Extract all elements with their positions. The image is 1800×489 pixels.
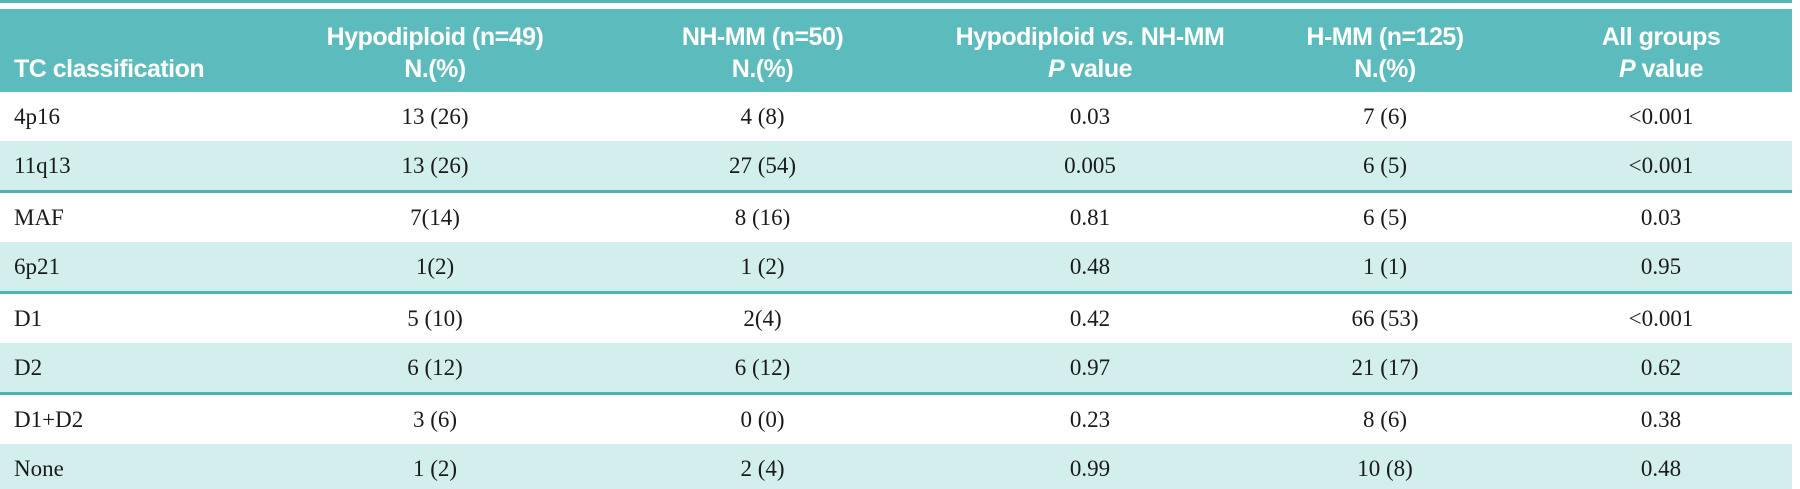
cell-hypodiploid: 13 (26): [401, 103, 469, 129]
tc-classification-table: TC classification Hypodiploid (n=49) N.(…: [0, 9, 1792, 489]
cell-nh-mm: 0 (0): [740, 406, 785, 432]
cell-h-mm: 6 (5): [1240, 141, 1530, 193]
cell-p-value-all: 0.48: [1530, 444, 1792, 489]
table-body: 4p16 13 (26) 4 (8) 0.03 7 (6) <0.001 11q…: [0, 92, 1792, 489]
header-row: TC classification Hypodiploid (n=49) N.(…: [0, 9, 1792, 92]
table-header: TC classification Hypodiploid (n=49) N.(…: [0, 9, 1792, 92]
table-row-6p21: 6p21 1(2) 1 (2) 0.48 1 (1) 0.95: [0, 242, 1792, 294]
header-label-line2: N.(%): [404, 55, 466, 83]
column-header-nh-mm: NH-MM (n=50) N.(%): [585, 9, 940, 92]
cell-hypodiploid: 3 (6): [412, 406, 458, 432]
column-header-hypodiploid-vs-nh-mm: Hypodiploid vs. NH-MM P value: [940, 9, 1240, 92]
cell-nh-mm: 6 (12): [585, 343, 940, 395]
column-header-h-mm: H-MM (n=125) N.(%): [1240, 9, 1530, 92]
row-label: 6p21: [0, 242, 285, 294]
table-row-d2: D2 6 (12) 6 (12) 0.97 21 (17) 0.62: [0, 343, 1792, 395]
cell-hypodiploid: 5 (10): [407, 305, 463, 331]
cell-h-mm: 21 (17): [1240, 343, 1530, 395]
table-row-none: None 1 (2) 2 (4) 0.99 10 (8) 0.48: [0, 444, 1792, 489]
row-label: 4p16: [14, 103, 60, 129]
header-label-line1: Hypodiploid (n=49): [326, 23, 544, 51]
header-label-line2: P value: [1618, 55, 1704, 83]
cell-p-value-pairwise: 0.81: [1069, 204, 1111, 230]
cell-nh-mm: 1 (2): [585, 242, 940, 294]
column-header-hypodiploid: Hypodiploid (n=49) N.(%): [285, 9, 585, 92]
table-row-maf: MAF 7(14) 8 (16) 0.81 6 (5) 0.03: [0, 192, 1792, 243]
row-label: 11q13: [0, 141, 285, 193]
header-label-line1: H-MM (n=125): [1306, 23, 1464, 51]
cell-h-mm: 66 (53): [1351, 305, 1419, 331]
cell-p-value-pairwise: 0.97: [940, 343, 1240, 395]
table-row-d1: D1 5 (10) 2(4) 0.42 66 (53) <0.001: [0, 293, 1792, 344]
cell-p-value-pairwise: 0.42: [1069, 305, 1111, 331]
cell-hypodiploid: 7(14): [410, 204, 460, 230]
header-label-line1: NH-MM (n=50): [681, 23, 844, 51]
cell-p-value-pairwise: 0.005: [940, 141, 1240, 193]
column-header-all-groups: All groups P value: [1530, 9, 1792, 92]
row-label: MAF: [14, 204, 64, 230]
cell-p-value-all: 0.62: [1530, 343, 1792, 395]
header-label-line1: Hypodiploid vs. NH-MM: [955, 23, 1225, 51]
cell-p-value-pairwise: 0.99: [940, 444, 1240, 489]
header-label-line2: N.(%): [731, 55, 794, 83]
header-label-line2: P value: [1047, 55, 1133, 83]
cell-nh-mm: 27 (54): [585, 141, 940, 193]
cell-p-value-all: 0.95: [1530, 242, 1792, 294]
cell-p-value-all: <0.001: [1628, 103, 1694, 129]
table-row-4p16: 4p16 13 (26) 4 (8) 0.03 7 (6) <0.001: [0, 92, 1792, 141]
table-row-11q13: 11q13 13 (26) 27 (54) 0.005 6 (5) <0.001: [0, 141, 1792, 193]
cell-nh-mm: 2 (4): [585, 444, 940, 489]
table-top-rule: [0, 0, 1792, 3]
cell-h-mm: 10 (8): [1240, 444, 1530, 489]
cell-nh-mm: 8 (16): [734, 204, 791, 230]
cell-h-mm: 6 (5): [1362, 204, 1408, 230]
column-header-tc-classification: TC classification: [0, 9, 285, 92]
table-row-d1-d2: D1+D2 3 (6) 0 (0) 0.23 8 (6) 0.38: [0, 394, 1792, 445]
cell-h-mm: 8 (6): [1362, 406, 1408, 432]
cell-hypodiploid: 1(2): [285, 242, 585, 294]
cell-p-value-pairwise: 0.23: [1069, 406, 1111, 432]
cell-h-mm: 1 (1): [1240, 242, 1530, 294]
cell-p-value-all: 0.38: [1640, 406, 1682, 432]
cell-hypodiploid: 1 (2): [285, 444, 585, 489]
cell-p-value-all: 0.03: [1640, 204, 1682, 230]
cell-p-value-pairwise: 0.03: [1069, 103, 1111, 129]
cell-hypodiploid: 13 (26): [285, 141, 585, 193]
cell-hypodiploid: 6 (12): [285, 343, 585, 395]
row-label: D1+D2: [14, 406, 84, 432]
cell-p-value-all: <0.001: [1628, 305, 1694, 331]
cell-h-mm: 7 (6): [1362, 103, 1408, 129]
row-label: D2: [0, 343, 285, 395]
cell-p-value-all: <0.001: [1530, 141, 1792, 193]
cell-nh-mm: 4 (8): [740, 103, 785, 129]
cell-p-value-pairwise: 0.48: [940, 242, 1240, 294]
header-label-line1: All groups: [1601, 23, 1721, 51]
row-label: D1: [14, 305, 43, 331]
header-label: TC classification: [14, 55, 205, 83]
header-label-line2: N.(%): [1354, 55, 1416, 83]
row-label: None: [0, 444, 285, 489]
cell-nh-mm: 2(4): [743, 305, 782, 331]
